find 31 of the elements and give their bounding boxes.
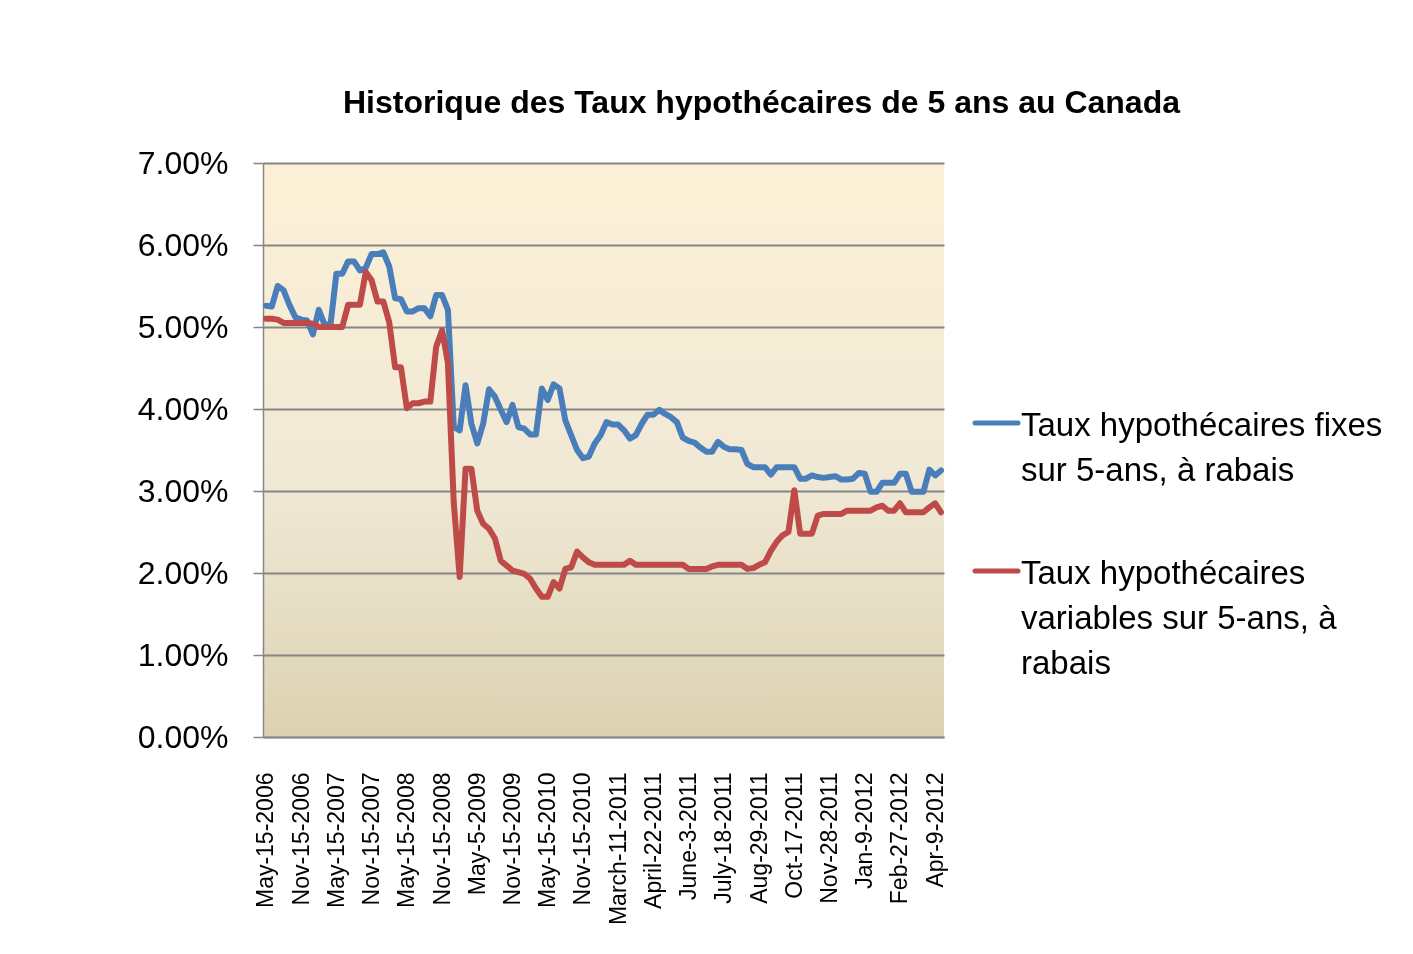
legend-label: Taux hypothécaires fixes sur 5-ans, à rabais [1021, 406, 1383, 488]
x-tick-label: Nov-28-2011 [816, 772, 843, 904]
x-tick-label: Nov-15-2006 [287, 772, 314, 906]
chart-title: Historique des Taux hypothécaires de 5 ans au Canada [343, 84, 1181, 120]
x-tick-label: June-3-2011 [675, 772, 702, 900]
x-tick-label: Nov-15-2008 [428, 772, 455, 906]
x-tick-label: Apr-9-2012 [921, 772, 948, 888]
x-tick-label: Nov-15-2009 [499, 772, 525, 906]
x-tick-label: May-15-2007 [322, 772, 349, 909]
x-tick-label: May-15-2006 [252, 772, 279, 909]
x-tick-label: July-18-2011 [710, 772, 737, 904]
x-tick-label: April-22-2011 [639, 772, 666, 909]
x-tick-label: May-5-2009 [463, 772, 490, 896]
x-tick-label: May-15-2008 [393, 772, 420, 909]
y-tick-label: 3.00% [137, 472, 229, 509]
x-tick-label: Feb-27-2012 [886, 772, 913, 905]
y-tick-label: 1.00% [137, 636, 229, 673]
legend-label: Taux hypothécaires variables sur 5-ans, à rabais [1021, 554, 1338, 681]
x-tick-label: Nov-15-2010 [569, 772, 596, 906]
y-tick-label: 4.00% [137, 390, 229, 427]
y-tick-label: 6.00% [137, 226, 229, 263]
x-tick-label: Nov-15-2007 [358, 772, 385, 906]
x-tick-label: March-11-2011 [604, 772, 631, 926]
y-tick-label: 0.00% [137, 718, 229, 755]
x-tick-label: Aug-29-2011 [745, 772, 772, 904]
y-tick-label: 2.00% [137, 554, 229, 591]
y-tick-label: 7.00% [137, 144, 229, 181]
x-tick-label: Jan-9-2012 [851, 772, 878, 889]
y-tick-label: 5.00% [137, 308, 229, 345]
x-tick-label: May-15-2010 [534, 772, 561, 909]
x-tick-label: Oct-17-2011 [780, 772, 807, 899]
